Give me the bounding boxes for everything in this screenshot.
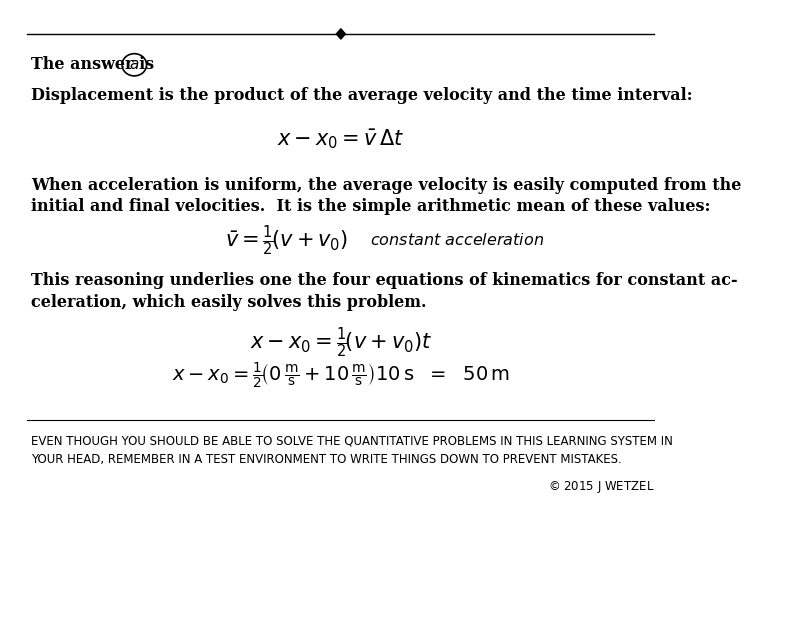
Text: Displacement is the product of the average velocity and the time interval:: Displacement is the product of the avera… bbox=[30, 87, 692, 104]
Text: initial and final velocities.  It is the simple arithmetic mean of these values:: initial and final velocities. It is the … bbox=[30, 198, 710, 215]
Text: $x - x_0 = \frac{1}{2}\!\left(v + v_0\right)t$: $x - x_0 = \frac{1}{2}\!\left(v + v_0\ri… bbox=[250, 325, 432, 360]
Text: celeration, which easily solves this problem.: celeration, which easily solves this pro… bbox=[30, 294, 426, 311]
Text: YOUR HEAD, REMEMBER IN A TEST ENVIRONMENT TO WRITE THINGS DOWN TO PREVENT MISTAK: YOUR HEAD, REMEMBER IN A TEST ENVIRONMEN… bbox=[30, 453, 622, 466]
Text: $\copyright$ 2015 J WETZEL: $\copyright$ 2015 J WETZEL bbox=[548, 479, 654, 495]
Text: This reasoning underlies one the four equations of kinematics for constant ac-: This reasoning underlies one the four eq… bbox=[30, 272, 738, 289]
Text: EVEN THOUGH YOU SHOULD BE ABLE TO SOLVE THE QUANTITATIVE PROBLEMS IN THIS LEARNI: EVEN THOUGH YOU SHOULD BE ABLE TO SOLVE … bbox=[30, 434, 673, 448]
Text: When acceleration is uniform, the average velocity is easily computed from the: When acceleration is uniform, the averag… bbox=[30, 176, 741, 194]
Text: $x - x_0 = \frac{1}{2}\!\left(0\,\frac{\mathrm{m}}{\mathrm{s}} + 10\,\frac{\math: $x - x_0 = \frac{1}{2}\!\left(0\,\frac{\… bbox=[172, 362, 510, 391]
Text: $\mathit{constant\ acceleration}$: $\mathit{constant\ acceleration}$ bbox=[370, 232, 544, 249]
Polygon shape bbox=[336, 29, 346, 39]
Text: $a$: $a$ bbox=[129, 58, 139, 72]
Text: $x - x_0 = \bar{v}\,\Delta t$: $x - x_0 = \bar{v}\,\Delta t$ bbox=[278, 127, 405, 151]
Text: $\bar{v} = \frac{1}{2}\!\left(v + v_0\right)$: $\bar{v} = \frac{1}{2}\!\left(v + v_0\ri… bbox=[225, 223, 348, 258]
Text: The answer is: The answer is bbox=[30, 56, 159, 73]
